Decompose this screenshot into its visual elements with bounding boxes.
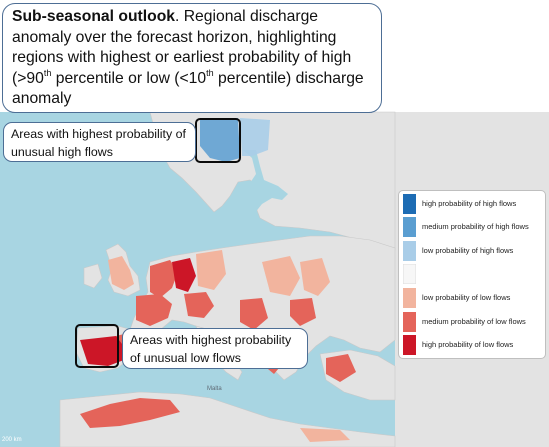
title-text-3: percentile) discharge anomaly: [12, 69, 364, 108]
highlight-box-low-flows: [75, 324, 119, 368]
title-sup-2: th: [206, 67, 214, 78]
highlight-box-high-flows: [195, 118, 241, 163]
legend-row-medium-high: medium probability of high flows: [403, 217, 545, 237]
legend-row-low-low: low probability of low flows: [403, 288, 545, 308]
baltic-sea: [222, 150, 288, 230]
legend-label: low probability of high flows: [422, 246, 514, 255]
region-low-medium-lowlands: [150, 260, 178, 298]
legend-swatch: [403, 194, 416, 214]
map-scale-label: 200 km: [2, 437, 22, 443]
region-low-light-central: [196, 250, 226, 290]
title-sup-1: th: [43, 67, 52, 78]
legend-row-high-low: high probability of low flows: [403, 335, 545, 355]
legend-label: high probability of low flows: [422, 340, 514, 349]
title-text-1: . Regional discharge anomaly over the fo…: [12, 8, 352, 87]
legend-row-neutral: [403, 264, 545, 284]
legend-swatch: [403, 241, 416, 261]
title-text-2: percentile or low (<10: [51, 69, 207, 87]
legend-row-high-high: high probability of high flows: [403, 194, 545, 214]
region-low-medium-balkans: [240, 298, 268, 330]
callout-high-flows: Areas with highest probability of unusua…: [3, 122, 196, 162]
region-low-light-east: [300, 258, 330, 296]
legend-swatch: [403, 217, 416, 237]
region-low-britain: [108, 256, 134, 290]
legend-swatch: [403, 264, 416, 284]
region-low-light-libya: [300, 428, 350, 442]
region-low-medium-france: [136, 294, 172, 326]
region-low-medium-anatolia: [326, 354, 356, 382]
region-high-flow-north: [200, 118, 240, 162]
title-lead: Sub-seasonal outlook: [12, 8, 175, 25]
region-low-medium-maghreb: [80, 398, 180, 428]
legend-swatch: [403, 335, 416, 355]
legend-label: medium probability of high flows: [422, 222, 529, 231]
callout-low-flows: Areas with highest probability of unusua…: [122, 328, 308, 369]
legend-row-low-high: low probability of high flows: [403, 241, 545, 261]
region-low-medium-alps: [184, 292, 214, 318]
region-low-high-central: [172, 258, 196, 292]
legend-label: low probability of low flows: [422, 293, 511, 302]
legend-label: medium probability of low flows: [422, 317, 526, 326]
region-low-light-balkans: [262, 256, 300, 296]
legend-label: high probability of high flows: [422, 199, 517, 208]
place-label-malta: Malta: [207, 386, 222, 392]
legend-row-medium-low: medium probability of low flows: [403, 312, 545, 332]
region-low-medium-romania: [290, 298, 316, 326]
region-medium-high-north: [240, 118, 270, 156]
legend-swatch: [403, 288, 416, 308]
legend: high probability of high flows medium pr…: [398, 190, 546, 359]
title-box: Sub-seasonal outlook. Regional discharge…: [2, 3, 382, 113]
land-ireland: [83, 263, 103, 289]
legend-swatch: [403, 312, 416, 332]
region-low-high-iberia: [80, 336, 128, 366]
